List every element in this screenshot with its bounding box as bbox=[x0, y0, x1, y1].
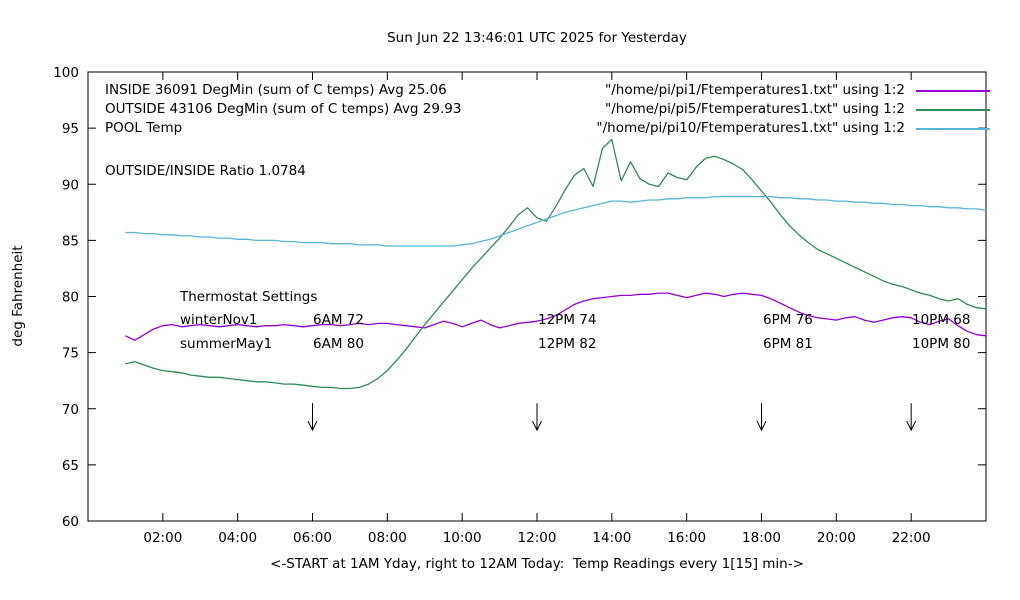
y-tick-label: 95 bbox=[62, 121, 79, 137]
time-marker-arrow-head bbox=[307, 420, 318, 432]
legend-line-sample-inside bbox=[916, 90, 990, 92]
legend-line-sample-outside bbox=[916, 109, 990, 111]
outside-series-line bbox=[125, 138, 987, 390]
thermostat-summer-6am: 6AM 80 bbox=[313, 336, 364, 352]
x-tick-label: 12:00 bbox=[518, 530, 557, 546]
y-tick-label: 80 bbox=[62, 290, 79, 306]
y-tick-label: 75 bbox=[62, 346, 79, 362]
y-tick-label: 90 bbox=[62, 177, 79, 193]
x-tick-label: 04:00 bbox=[218, 530, 257, 546]
x-tick-label: 18:00 bbox=[742, 530, 781, 546]
y-tick-label: 85 bbox=[62, 233, 79, 249]
outside-inside-ratio: OUTSIDE/INSIDE Ratio 1.0784 bbox=[105, 163, 306, 179]
legend-label-inside: INSIDE 36091 DegMin (sum of C temps) Avg… bbox=[105, 82, 447, 98]
time-marker-arrow-head bbox=[906, 420, 917, 432]
thermostat-winter-name: winterNov1 bbox=[180, 312, 258, 328]
inside-series-line bbox=[125, 292, 987, 341]
time-marker-arrow-head bbox=[756, 420, 767, 432]
chart-title: Sun Jun 22 13:46:01 UTC 2025 for Yesterd… bbox=[387, 30, 687, 46]
x-axis-label: <-START at 1AM Yday, right to 12AM Today… bbox=[270, 556, 804, 572]
legend-label-outside: OUTSIDE 43106 DegMin (sum of C temps) Av… bbox=[105, 101, 462, 117]
y-tick-label: 65 bbox=[62, 458, 79, 474]
thermostat-winter-6pm: 6PM 76 bbox=[763, 312, 813, 328]
x-tick-label: 08:00 bbox=[368, 530, 407, 546]
thermostat-winter-6am: 6AM 72 bbox=[313, 312, 364, 328]
thermostat-winter-12pm: 12PM 74 bbox=[538, 312, 597, 328]
thermostat-winter-10pm: 10PM 68 bbox=[912, 312, 971, 328]
legend-file-pool: "/home/pi/pi10/Ftemperatures1.txt" using… bbox=[596, 120, 905, 136]
thermostat-summer-12pm: 12PM 82 bbox=[538, 336, 597, 352]
x-tick-label: 10:00 bbox=[443, 530, 482, 546]
y-tick-label: 70 bbox=[62, 402, 79, 418]
thermostat-summer-6pm: 6PM 81 bbox=[763, 336, 813, 352]
legend-label-pool: POOL Temp bbox=[105, 120, 183, 136]
x-tick-label: 14:00 bbox=[592, 530, 631, 546]
thermostat-summer-name: summerMay1 bbox=[180, 336, 273, 352]
legend-file-inside: "/home/pi/pi1/Ftemperatures1.txt" using … bbox=[605, 82, 905, 98]
legend-file-outside: "/home/pi/pi5/Ftemperatures1.txt" using … bbox=[605, 101, 905, 117]
x-tick-label: 06:00 bbox=[293, 530, 332, 546]
thermostat-summer-10pm: 10PM 80 bbox=[912, 336, 971, 352]
y-axis-label: deg Fahrenheit bbox=[10, 245, 26, 347]
x-tick-label: 02:00 bbox=[143, 530, 182, 546]
time-marker-arrow-head bbox=[532, 420, 542, 432]
y-tick-label: 100 bbox=[53, 65, 79, 81]
legend-line-sample-pool bbox=[916, 128, 990, 130]
x-tick-label: 22:00 bbox=[892, 530, 931, 546]
y-tick-label: 60 bbox=[62, 514, 79, 530]
x-tick-label: 16:00 bbox=[667, 530, 706, 546]
thermostat-settings-title: Thermostat Settings bbox=[180, 289, 318, 305]
x-tick-label: 20:00 bbox=[817, 530, 856, 546]
pool-series-line bbox=[125, 195, 987, 247]
